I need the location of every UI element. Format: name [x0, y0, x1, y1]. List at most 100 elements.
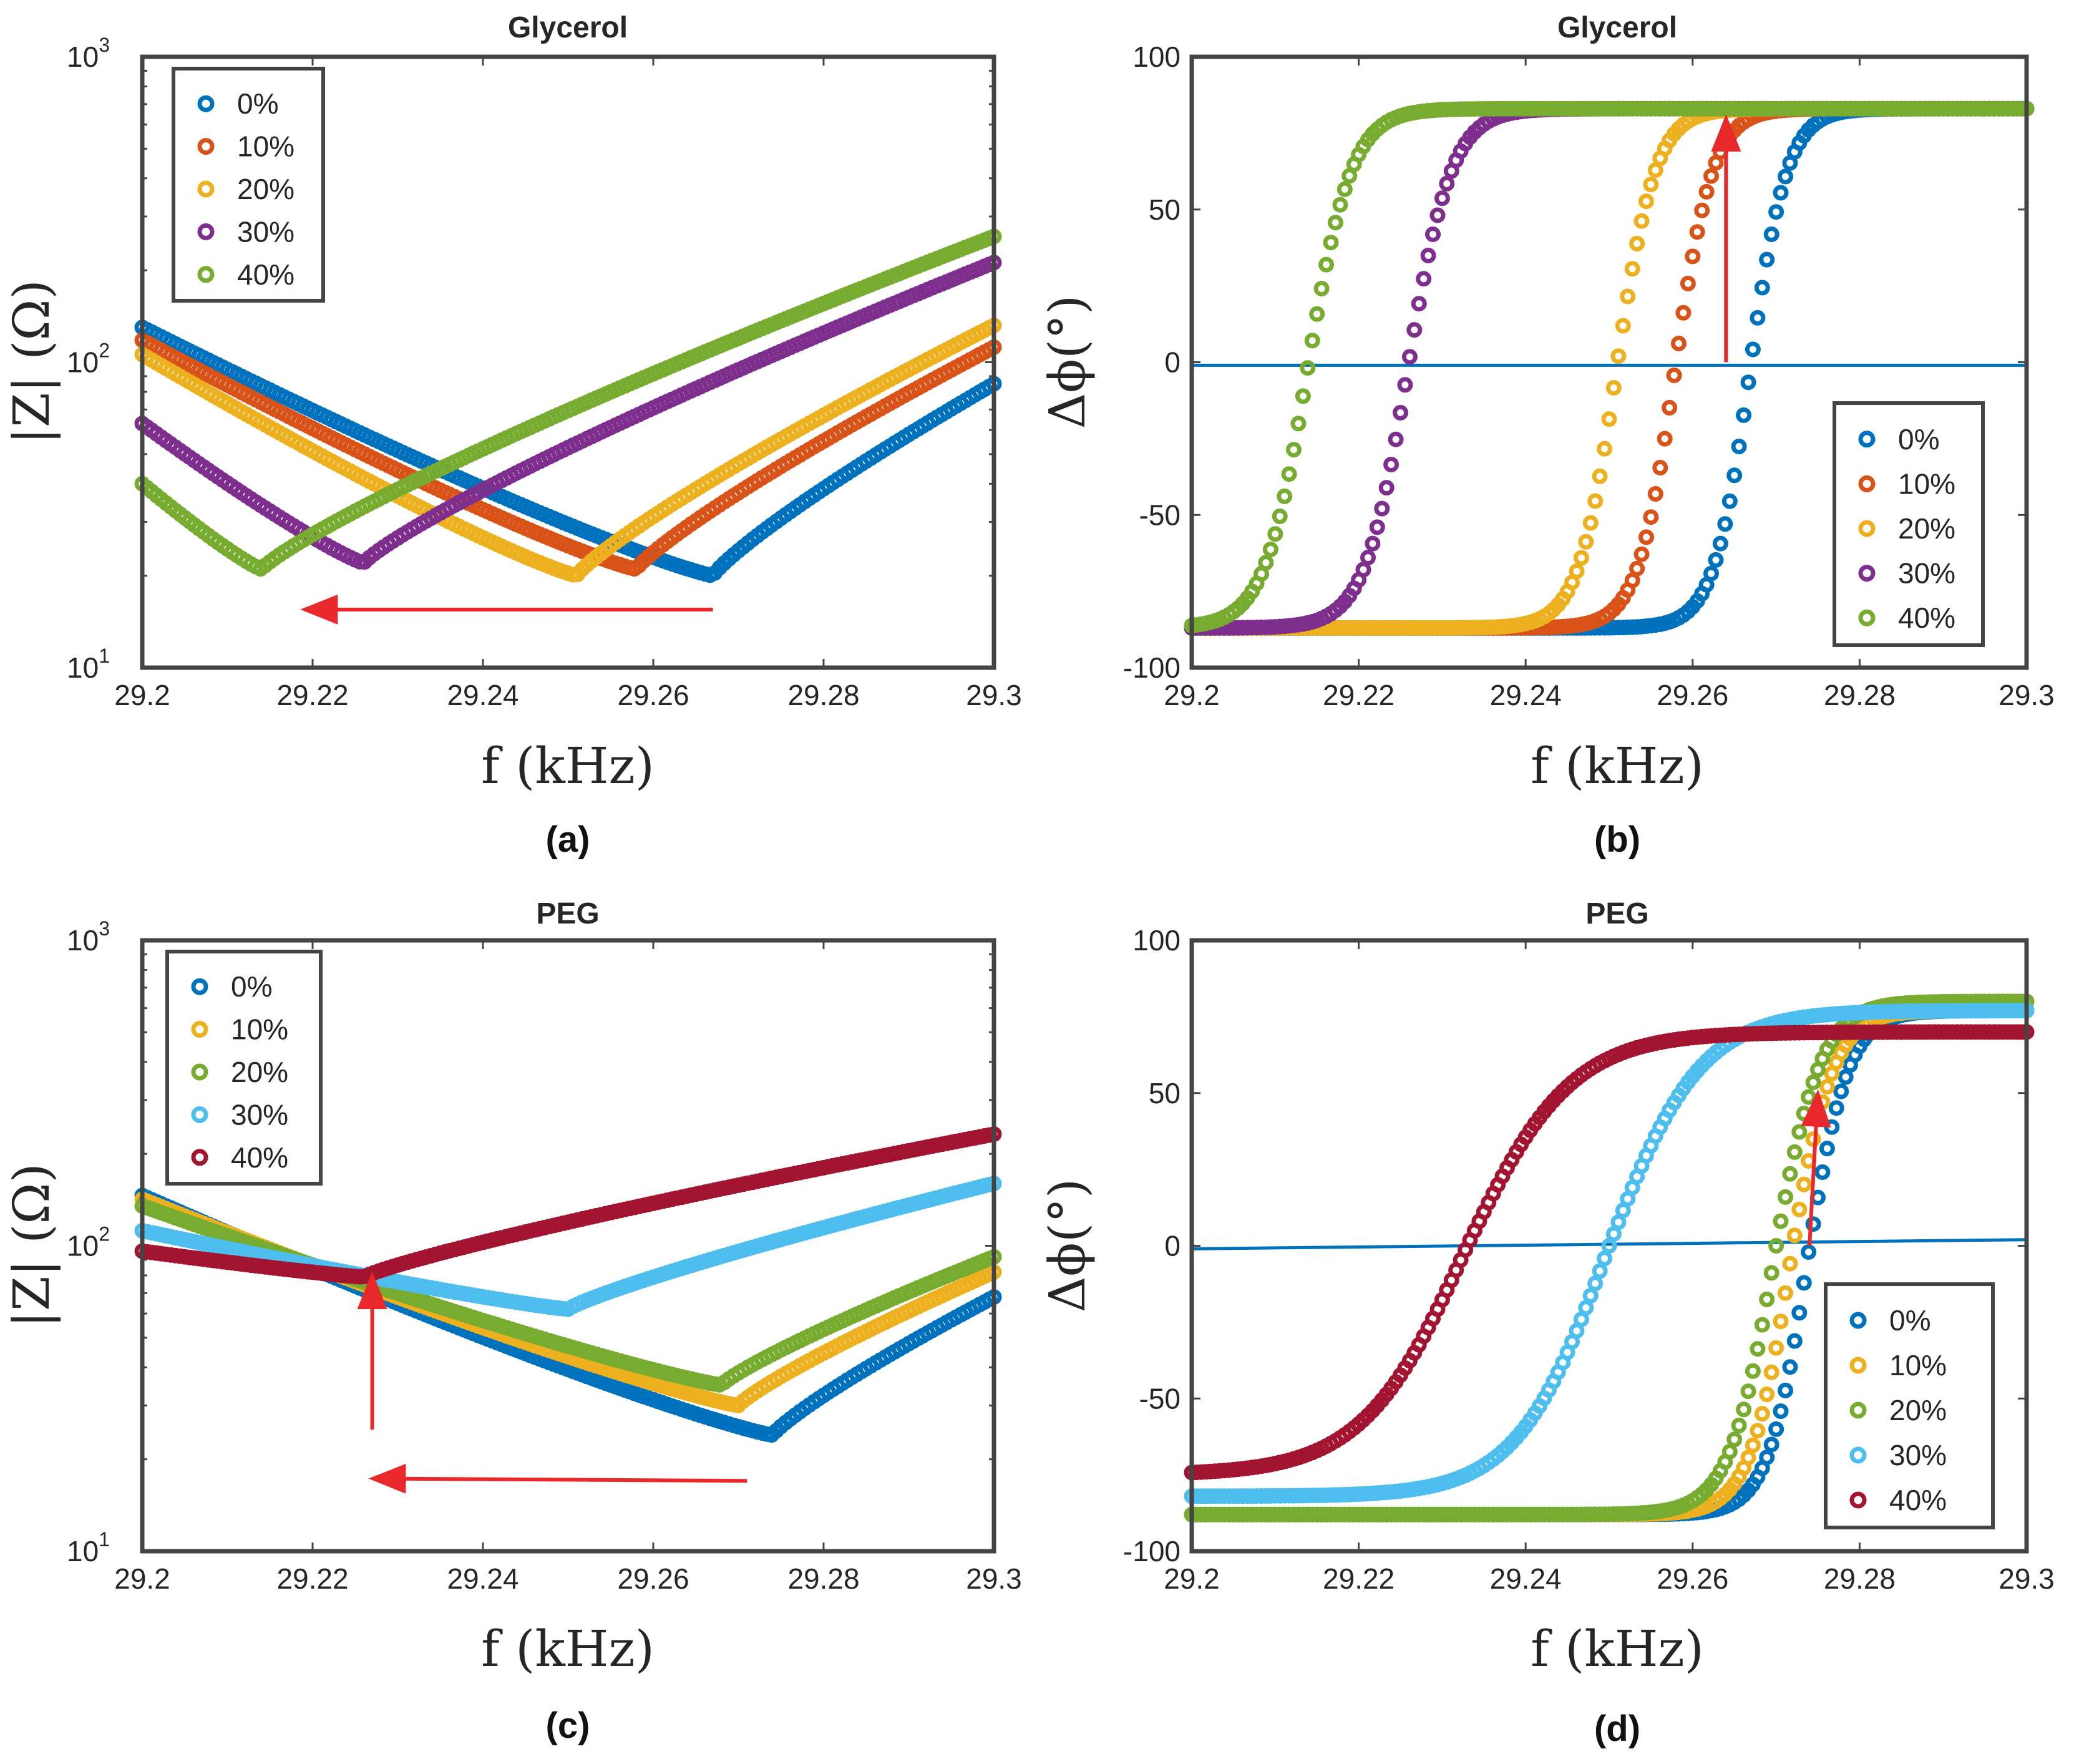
data-point — [1717, 516, 1733, 532]
legend-marker — [1849, 1491, 1867, 1509]
data-point — [1313, 281, 1330, 296]
data-point — [1736, 407, 1752, 423]
y-tick-label: 102 — [67, 339, 110, 379]
data-point — [1675, 305, 1692, 321]
series-group — [1184, 100, 2035, 636]
data-point — [1745, 341, 1761, 358]
data-point — [1745, 1363, 1761, 1379]
y-tick-label: 0 — [1164, 1230, 1181, 1262]
data-point — [1383, 457, 1400, 472]
legend-label: 30% — [237, 215, 295, 248]
data-point — [1773, 1313, 1789, 1330]
legend-marker — [197, 223, 215, 240]
y-tick-label: 50 — [1149, 193, 1181, 226]
data-point — [1731, 439, 1747, 454]
data-point — [1638, 529, 1654, 545]
y-tick-label: 100 — [1132, 41, 1181, 73]
data-point — [1286, 442, 1302, 458]
series-0pct — [134, 319, 1002, 583]
data-point — [1791, 1124, 1808, 1140]
data-point — [1712, 535, 1728, 552]
data-point — [1592, 468, 1608, 484]
data-point — [1378, 480, 1395, 496]
x-axis-label: f (kHz) — [481, 1620, 655, 1678]
y-tick-label: 101 — [67, 1528, 110, 1567]
legend-marker — [1849, 1312, 1867, 1329]
data-point — [1698, 183, 1715, 200]
data-point — [1578, 534, 1594, 550]
series-30pct — [1184, 1003, 2035, 1504]
data-point — [1773, 1403, 1789, 1420]
plot-frame — [140, 938, 996, 1554]
data-point — [1768, 1238, 1784, 1254]
data-point — [1388, 431, 1404, 447]
y-axis-label: |Z| (Ω) — [2, 280, 61, 444]
y-tick-label: 0 — [1164, 346, 1181, 379]
legend-marker — [191, 978, 208, 995]
x-tick-label: 29.26 — [617, 1562, 689, 1595]
data-point — [1582, 515, 1599, 531]
data-point — [1671, 336, 1687, 351]
data-point — [1763, 1265, 1779, 1281]
data-point — [1703, 168, 1719, 184]
panel-title: Glycerol — [508, 11, 628, 44]
arrow-group — [357, 1271, 747, 1494]
y-axis-label: |Z| (Ω) — [2, 1163, 61, 1328]
data-point — [1754, 280, 1770, 296]
y-tick-label: 103 — [67, 34, 110, 73]
legend-label: 0% — [231, 970, 272, 1003]
data-point — [1601, 411, 1617, 427]
data-point — [1828, 1100, 1844, 1116]
plot-frame — [1189, 938, 2029, 1554]
legend-label: 20% — [237, 173, 295, 205]
data-point — [1327, 215, 1343, 231]
data-point — [1721, 1443, 1738, 1459]
panel-title: PEG — [536, 897, 599, 930]
data-point — [1295, 388, 1311, 404]
data-point — [1582, 1288, 1599, 1304]
x-tick-label: 29.22 — [276, 1562, 348, 1595]
x-tick-label: 29.28 — [787, 679, 859, 711]
data-point — [1754, 1317, 1770, 1333]
data-point — [1425, 227, 1441, 242]
y-tick-label: 101 — [67, 645, 110, 684]
data-point — [1624, 261, 1640, 277]
data-point — [1750, 1341, 1766, 1357]
data-point — [1814, 1164, 1831, 1180]
data-point — [1429, 207, 1446, 223]
data-point — [1838, 1069, 1854, 1085]
y-tick-base: 10 — [67, 1230, 99, 1262]
data-point — [1638, 193, 1654, 210]
data-point — [1610, 1214, 1627, 1230]
x-tick-label: 29.24 — [447, 679, 518, 711]
x-tick-label: 29.2 — [114, 1562, 170, 1595]
legend-marker — [191, 1149, 208, 1166]
y-tick-base: 10 — [67, 651, 99, 684]
y-tick-base: 10 — [67, 41, 99, 73]
x-tick-label: 29.22 — [1323, 1562, 1395, 1595]
x-tick-label: 29.3 — [966, 1562, 1022, 1595]
legend: 0% 10% 20% 30% 40% — [1824, 1282, 1995, 1529]
y-tick-labels: -100 -50 0 50 100 — [1123, 924, 1181, 1567]
series-40pct — [1184, 1024, 2035, 1481]
data-point — [1597, 1250, 1613, 1267]
data-point — [1763, 1436, 1779, 1453]
data-point — [1355, 562, 1371, 578]
data-point — [1300, 360, 1316, 376]
x-tick-label: 29.26 — [1657, 1562, 1728, 1595]
data-point — [1778, 1189, 1793, 1205]
data-point — [1397, 377, 1413, 393]
x-tick-label: 29.2 — [1164, 1562, 1220, 1595]
data-point — [1786, 1227, 1803, 1244]
data-point — [1393, 404, 1408, 421]
data-point — [1615, 318, 1631, 334]
data-point — [1620, 288, 1636, 305]
data-point — [1262, 542, 1278, 557]
x-axis-label: f (kHz) — [1531, 1620, 1704, 1678]
data-point — [1796, 1275, 1812, 1291]
x-tick-label: 29.24 — [1490, 679, 1562, 711]
legend-marker — [1858, 609, 1876, 626]
x-tick-label: 29.2 — [114, 679, 170, 711]
x-tick-label: 29.28 — [787, 1562, 859, 1595]
legend-label: 0% — [1898, 423, 1939, 456]
